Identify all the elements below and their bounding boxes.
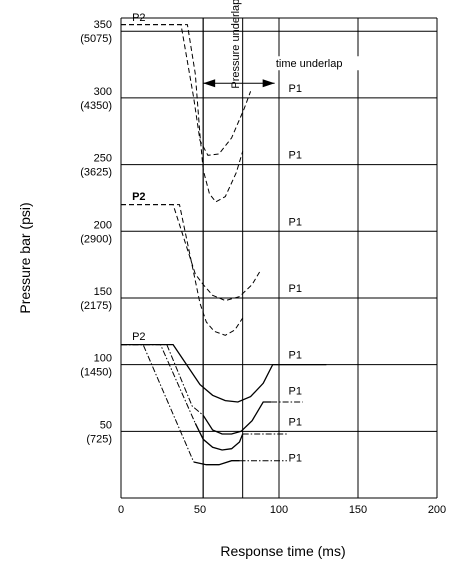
grid-lines <box>120 17 438 499</box>
series-label-p2: P2 <box>132 191 145 203</box>
x-tick-label: 0 <box>118 504 124 516</box>
x-tick-label: 150 <box>349 504 367 516</box>
pressure-curve <box>194 423 244 451</box>
y-tick-label-psi: (5075) <box>80 33 112 45</box>
pressure-curve <box>121 344 204 416</box>
y-tick-label: 300 <box>94 86 112 98</box>
y-axis-title: Pressure bar (psi) <box>17 202 33 313</box>
y-tick-label-psi: (2175) <box>80 300 112 312</box>
x-tick-label: 100 <box>270 504 288 516</box>
y-tick-label: 250 <box>94 153 112 165</box>
series-label-p1: P1 <box>289 283 302 295</box>
series-label-p1: P1 <box>289 416 302 428</box>
y-tick-label-psi: (4350) <box>80 100 112 112</box>
pressure-curve <box>121 204 261 302</box>
series-label-p1: P1 <box>289 150 302 162</box>
series-curves <box>121 24 327 466</box>
pressure-curve <box>121 344 195 463</box>
y-tick-label-psi: (1450) <box>80 367 112 379</box>
series-labels: P2 P1 P1 P2 P1 P1 P2 P1 P1 P1 P1 <box>132 12 302 464</box>
pressure-curve <box>121 204 244 336</box>
pressure-curve <box>202 401 272 435</box>
y-tick-label-psi: (3625) <box>80 167 112 179</box>
series-label-p1: P1 <box>289 350 302 362</box>
time-underlap-label-bg <box>272 56 367 71</box>
pressure-curve <box>121 343 327 403</box>
time-markers <box>202 18 244 498</box>
series-label-p1: P1 <box>289 386 302 398</box>
y-tick-label-psi: (2900) <box>80 233 112 245</box>
x-tick-label: 200 <box>428 504 446 516</box>
pressure-curve <box>121 344 196 424</box>
pressure-curve <box>121 24 252 156</box>
pressure-underlap-arrowhead-right <box>262 79 275 88</box>
time-underlap-label: time underlap <box>276 58 343 70</box>
axis-ticks: 50 (725) 100 (1450) 150 (2175) 200 (2900) 250 (36… <box>80 19 446 516</box>
y-tick-label: 350 <box>94 19 112 31</box>
pressure-underlap-label: Pressure underlap <box>230 0 242 89</box>
y-tick-label-psi: (725) <box>86 433 112 445</box>
annotations: Pressure underlap time underlap <box>203 0 367 89</box>
series-label-p1: P1 <box>289 83 302 95</box>
y-tick-label: 50 <box>100 419 112 431</box>
x-tick-label: 50 <box>194 504 206 516</box>
series-label-p1: P1 <box>289 452 302 464</box>
y-tick-label: 200 <box>94 219 112 231</box>
series-label-p2: P2 <box>132 12 145 24</box>
pressure-underlap-arrowhead-left <box>203 79 216 88</box>
y-tick-label: 100 <box>94 353 112 365</box>
y-tick-label: 150 <box>94 286 112 298</box>
x-axis-title: Response time (ms) <box>220 543 345 559</box>
pressure-curve <box>121 24 244 203</box>
series-label-p1: P1 <box>289 216 302 228</box>
series-label-p2: P2 <box>132 331 145 343</box>
pressure-curve <box>193 460 240 466</box>
